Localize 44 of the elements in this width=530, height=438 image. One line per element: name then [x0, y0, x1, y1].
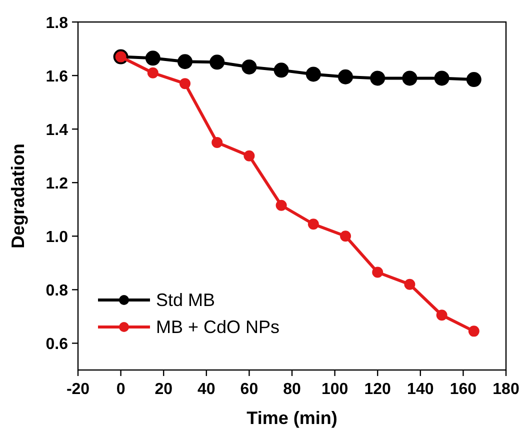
x-tick-label: 0 [116, 381, 126, 398]
y-tick-label: 1.0 [46, 229, 68, 246]
point [147, 67, 158, 78]
point [436, 310, 448, 321]
point [145, 50, 160, 66]
x-tick-label: 180 [492, 381, 520, 398]
x-tick-label: 40 [198, 381, 216, 398]
x-tick-label: 160 [450, 381, 477, 398]
y-axis-title: Degradation [8, 143, 28, 249]
point [276, 200, 287, 211]
point [466, 72, 482, 88]
x-tick-label: 140 [407, 381, 434, 398]
legend-label: MB + CdO NPs [156, 317, 280, 337]
point [180, 78, 190, 90]
x-tick-label: 120 [364, 381, 392, 398]
point [242, 59, 257, 74]
point [212, 136, 223, 148]
point [404, 278, 416, 290]
point [306, 66, 321, 82]
x-tick-label: 20 [154, 381, 173, 398]
x-tick-label: -20 [66, 381, 90, 398]
y-tick-label: 1.2 [46, 176, 68, 193]
x-tick-label: 80 [283, 381, 301, 398]
x-tick-label: 100 [321, 381, 348, 398]
point [434, 70, 450, 86]
point [370, 70, 386, 86]
y-tick-label: 0.6 [46, 336, 68, 354]
point [372, 266, 384, 278]
point [244, 150, 255, 162]
x-axis-title: Time (min) [246, 408, 338, 428]
point [402, 70, 418, 86]
y-tick-label: 1.6 [46, 68, 68, 86]
point [338, 69, 353, 84]
point [340, 230, 351, 242]
point [210, 54, 225, 70]
point [308, 218, 319, 230]
point [468, 326, 480, 337]
y-tick-label: 1.8 [46, 15, 68, 32]
y-tick-label: 1.4 [46, 122, 68, 140]
x-tick-label: 60 [240, 381, 258, 398]
legend-label: Std MB [156, 290, 216, 310]
point [274, 62, 289, 78]
point [178, 54, 192, 70]
y-tick-label: 0.8 [46, 282, 68, 300]
